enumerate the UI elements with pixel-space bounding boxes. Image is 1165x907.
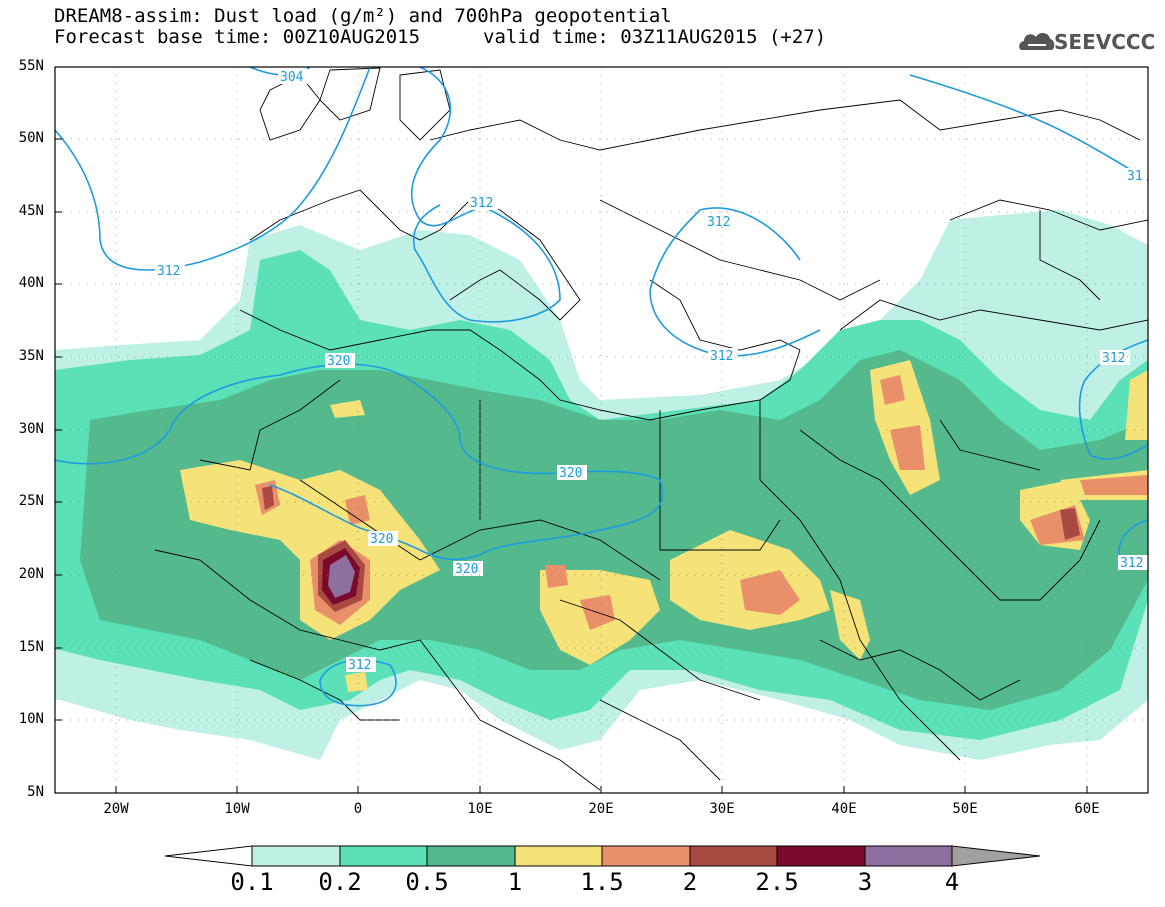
lat-label: 5N [27,784,44,800]
colorbar-swatch [864,845,953,867]
lat-label: 30N [18,421,44,437]
colorbar-label: 4 [944,868,960,896]
colorbar [164,845,1041,867]
contour-label: 320 [370,532,393,547]
lat-label: 25N [18,493,44,509]
title-line-2-base-time: Forecast base time: 00Z10AUG2015 [54,26,421,48]
title-line-2-valid-time: valid time: 03Z11AUG2015 (+27) [483,26,827,48]
contour-label: 320 [559,466,582,481]
lon-label: 40E [831,801,857,817]
colorbar-label: 0.2 [318,868,362,896]
colorbar-label: 1.5 [580,868,624,896]
grid-lines [55,67,1148,793]
lat-label: 35N [18,348,44,364]
lon-label: 30E [709,801,735,817]
contour-labels: 304 312 312 312 312 320 320 320 320 312 … [155,69,1148,673]
colorbar-swatch [426,845,516,867]
lat-label: 15N [18,639,44,655]
colorbar-label: 2 [682,868,698,896]
lon-label: 20W [103,801,129,817]
colorbar-swatch [251,845,341,867]
lat-label: 40N [18,275,44,291]
cloud-icon [1019,33,1055,50]
lon-label: 10E [467,801,493,817]
lat-label: 10N [18,711,44,727]
contour-label: 312 [1102,351,1125,366]
colorbar-swatch [514,845,603,867]
contour-label: 31 [1127,169,1143,184]
colorbar-swatch [689,845,778,867]
contour-label: 312 [1120,556,1143,571]
lon-label: 10W [224,801,250,817]
lon-label: 50E [952,801,978,817]
contour-label: 312 [470,196,493,211]
colorbar-label: 3 [857,868,873,896]
colorbar-swatch [339,845,428,867]
contour-label: 312 [157,264,180,279]
logo-text: SEEVCCC [1054,30,1156,54]
colorbar-label: 0.5 [405,868,449,896]
lat-label: 45N [18,203,44,219]
colorbar-swatch [601,845,691,867]
title-line-1: DREAM8-assim: Dust load (g/m²) and 700hP… [54,5,672,27]
contour-label: 320 [327,354,350,369]
colorbar-label: 0.1 [230,868,274,896]
contour-label: 312 [707,215,730,230]
lon-label: 60E [1074,801,1100,817]
contour-label: 320 [455,562,478,577]
colorbar-over-arrow [951,845,1041,867]
lat-label: 55N [18,58,44,74]
lon-label: 20E [588,801,614,817]
colorbar-swatch [776,845,866,867]
colorbar-label: 1 [507,868,523,896]
colorbar-label: 2.5 [755,868,799,896]
contour-label: 312 [348,658,371,673]
lat-label: 20N [18,566,44,582]
dust-level-4 [328,555,355,598]
lat-label: 50N [18,130,44,146]
axis-ticks [55,66,1088,794]
colorbar-under-arrow [164,845,253,867]
contour-label: 304 [280,70,304,85]
lon-label: 0 [353,801,363,817]
contour-label: 312 [710,349,733,364]
